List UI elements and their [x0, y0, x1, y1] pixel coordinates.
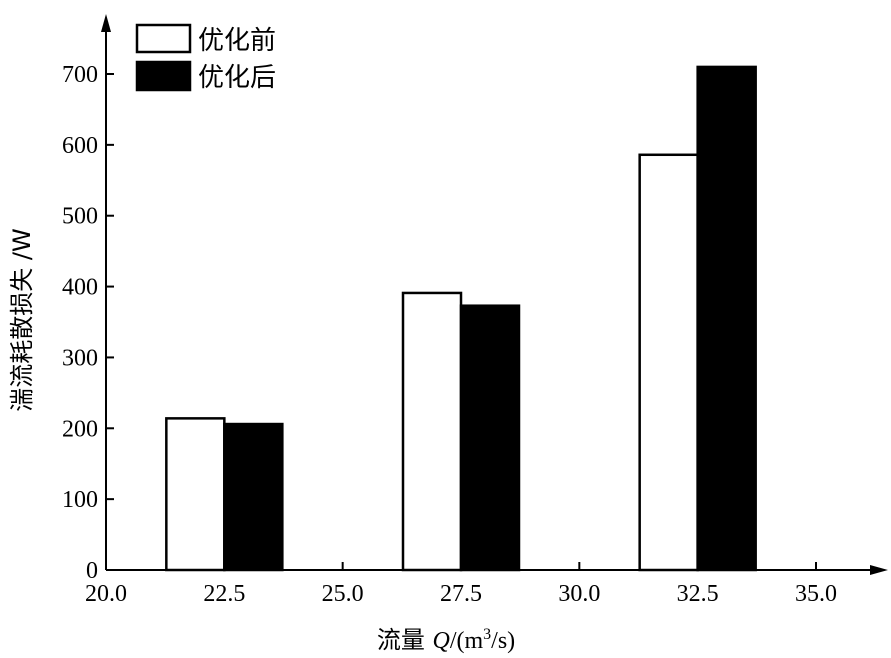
- bar-before: [165, 417, 226, 572]
- x-tick-label: 27.5: [440, 581, 482, 607]
- y-tick-label: 0: [86, 558, 98, 584]
- bar-after: [223, 422, 284, 572]
- x-tick-label: 35.0: [795, 581, 837, 607]
- x-tick-label: 22.5: [203, 581, 245, 607]
- bars: [165, 65, 757, 572]
- legend-swatch-after: [135, 60, 192, 92]
- legend-label-after: 优化后: [198, 63, 276, 93]
- x-axis-label-unit-end: /s): [491, 628, 515, 654]
- x-axis-arrow: [870, 565, 888, 575]
- y-ticks: 0 100 200 300 400 500 600 700: [62, 62, 114, 584]
- y-tick-label: 600: [62, 133, 98, 159]
- x-axis-label-var: Q: [432, 628, 449, 654]
- y-tick-label: 200: [62, 416, 98, 442]
- y-tick-label: 700: [62, 62, 98, 88]
- y-axis-arrow: [101, 14, 111, 32]
- x-axis-label-sup: 3: [483, 626, 491, 643]
- bar-before: [638, 153, 699, 572]
- y-tick-label: 300: [62, 345, 98, 371]
- bar-after: [459, 304, 521, 572]
- legend-swatch-before: [135, 23, 192, 54]
- x-tick-label: 32.5: [677, 581, 719, 607]
- y-tick-label: 100: [62, 487, 98, 513]
- x-axis-label: 流量 Q/(m3/s): [377, 626, 515, 654]
- bar-before: [401, 291, 463, 572]
- x-axis-label-unit: /(m: [450, 628, 484, 654]
- x-tick-label: 25.0: [322, 581, 364, 607]
- y-tick-label: 500: [62, 204, 98, 230]
- y-axis-label: 湍流耗散损失 /W: [8, 228, 36, 411]
- legend: 优化前 优化后: [135, 23, 276, 93]
- y-tick-label: 400: [62, 275, 98, 301]
- x-tick-label: 20.0: [85, 581, 127, 607]
- x-ticks: 20.0 22.5 25.0 27.5 30.0 32.5 35.0: [85, 562, 837, 607]
- bar-after: [696, 65, 757, 572]
- legend-label-before: 优化前: [198, 26, 276, 56]
- x-tick-label: 30.0: [558, 581, 600, 607]
- x-axis-label-prefix: 流量: [377, 626, 433, 654]
